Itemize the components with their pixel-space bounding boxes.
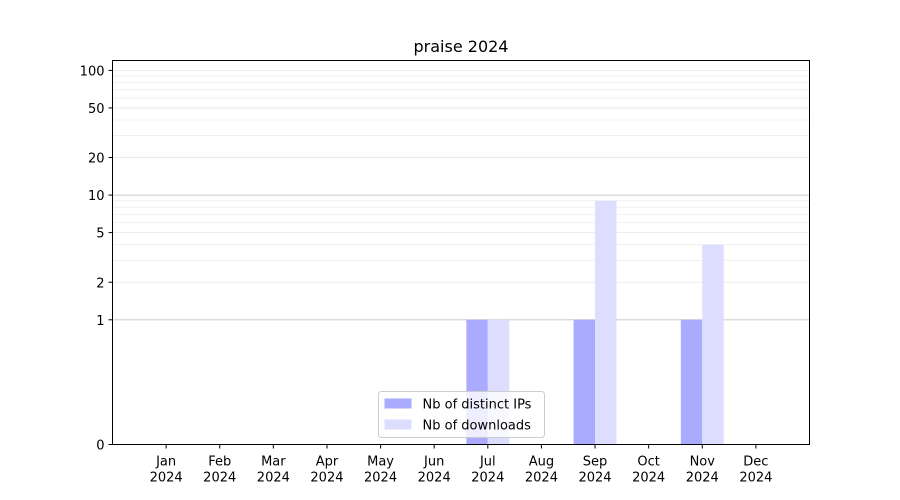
x-tick-label-month: Sep	[583, 455, 608, 470]
y-tick-label: 100	[80, 64, 105, 79]
x-tick-label-year: 2024	[364, 471, 397, 486]
y-tick-label: 50	[88, 102, 105, 117]
x-tick-label-year: 2024	[257, 471, 290, 486]
legend-label: Nb of distinct IPs	[423, 398, 532, 413]
chart-title: praise 2024	[414, 37, 509, 56]
y-axis: 0 1 2 5 10 20 50 100	[80, 64, 113, 454]
legend-swatch	[384, 419, 412, 430]
x-tick-label-month: Feb	[208, 455, 231, 470]
x-tick-label-year: 2024	[203, 471, 236, 486]
x-tick-label-year: 2024	[150, 471, 183, 486]
bar-distinct-ips	[573, 319, 596, 445]
plot-frame	[112, 60, 810, 445]
y-tick-label: 2	[96, 276, 104, 291]
y-tick-label: 0	[96, 439, 104, 454]
legend-swatch	[384, 398, 412, 409]
x-tick-label-month: Oct	[637, 455, 659, 470]
y-tick-label: 10	[88, 189, 105, 204]
x-tick-label-month: Jun	[423, 455, 444, 470]
x-tick-label-year: 2024	[471, 471, 504, 486]
x-tick-label-year: 2024	[310, 471, 343, 486]
x-tick-label-year: 2024	[525, 471, 558, 486]
x-tick-label-year: 2024	[739, 471, 772, 486]
x-tick-label-year: 2024	[578, 471, 611, 486]
x-tick-label-month: May	[367, 455, 394, 470]
x-tick-label-month: Dec	[743, 455, 768, 470]
x-tick-label-month: Jul	[479, 455, 496, 470]
x-tick-label-year: 2024	[686, 471, 719, 486]
x-tick-label-month: Jan	[155, 455, 176, 470]
x-tick-label-month: Aug	[529, 455, 554, 470]
bar-downloads	[595, 200, 617, 445]
bar-distinct-ips	[680, 319, 703, 445]
y-tick-label: 1	[96, 314, 104, 329]
x-axis: Jan2024Feb2024Mar2024Apr2024May2024Jun20…	[150, 444, 772, 486]
x-tick-label-month: Apr	[316, 455, 339, 470]
x-tick-label-year: 2024	[632, 471, 665, 486]
legend-label: Nb of downloads	[423, 419, 532, 434]
legend-box	[378, 391, 545, 438]
y-tick-label: 5	[96, 227, 104, 242]
x-tick-label-year: 2024	[418, 471, 451, 486]
x-tick-label-month: Nov	[690, 455, 716, 470]
x-tick-label-month: Mar	[261, 455, 286, 470]
y-tick-label: 20	[88, 152, 105, 167]
bar-downloads	[702, 244, 724, 445]
legend: Nb of distinct IPs Nb of downloads	[378, 391, 545, 438]
